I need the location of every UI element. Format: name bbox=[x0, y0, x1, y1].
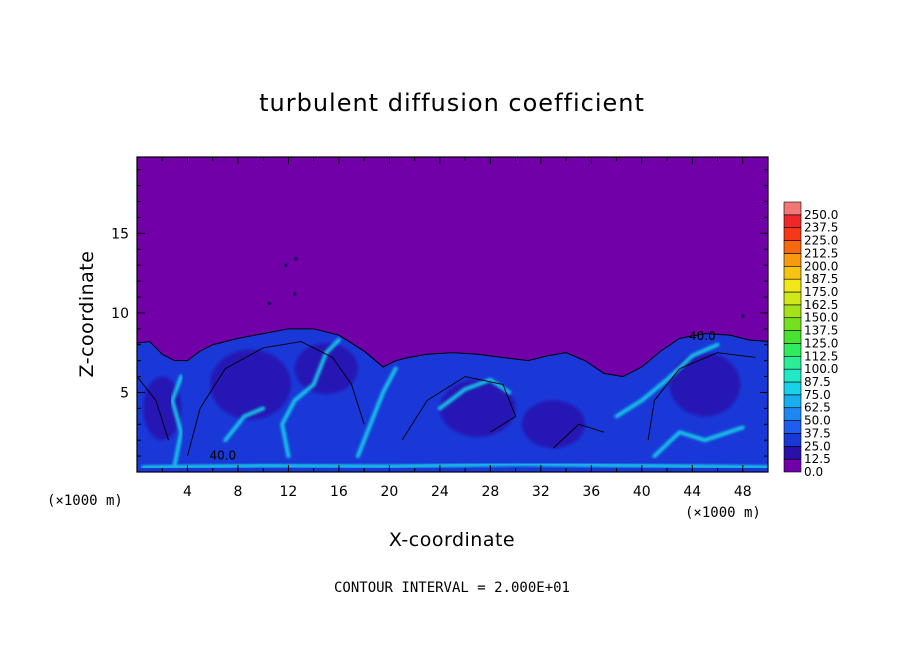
colorbar-label: 150.0 bbox=[804, 311, 838, 325]
colorbar-swatch bbox=[783, 214, 802, 229]
contour-line bbox=[647, 352, 756, 441]
contour-labels: 40.0 40.0 bbox=[209, 329, 715, 462]
colorbar-swatch bbox=[783, 265, 802, 280]
colorbar-label: 212.5 bbox=[804, 246, 838, 260]
low-region bbox=[210, 349, 291, 420]
cyan-streak bbox=[280, 337, 341, 459]
colorbar-swatch bbox=[783, 253, 802, 267]
field-shapes bbox=[137, 257, 768, 472]
colorbar-label: 225.0 bbox=[804, 234, 838, 248]
field-spot bbox=[284, 263, 288, 267]
plot-area: 40.0 40.0 bbox=[137, 157, 768, 472]
colorbar-swatch bbox=[783, 445, 802, 460]
colorbar-swatch bbox=[783, 291, 802, 306]
y-axis-label: Z-coordinate bbox=[76, 251, 98, 378]
colorbar-swatch bbox=[783, 227, 802, 241]
contour-line bbox=[137, 328, 768, 378]
contour-interval: CONTOUR INTERVAL = 2.000E+01 bbox=[334, 580, 570, 596]
field-spot bbox=[294, 257, 298, 261]
colorbar-swatch bbox=[783, 355, 802, 370]
y-tick-label: 5 bbox=[120, 385, 129, 401]
colorbar-swatch bbox=[783, 394, 802, 409]
colorbar-label: 200.0 bbox=[804, 259, 838, 273]
contour-line bbox=[187, 341, 365, 457]
colorbar-label: 12.5 bbox=[804, 452, 831, 466]
colorbar-label: 62.5 bbox=[804, 401, 831, 415]
x-unit-right: (×1000 m) bbox=[685, 505, 761, 521]
x-tick-label: 44 bbox=[683, 484, 701, 500]
cyan-streak bbox=[652, 425, 745, 459]
colorbar-label: 112.5 bbox=[804, 349, 838, 363]
cyan-streak bbox=[437, 377, 512, 411]
x-tick-label: 20 bbox=[380, 484, 398, 500]
colorbar-label: 137.5 bbox=[804, 324, 838, 338]
low-region bbox=[669, 352, 741, 417]
colorbar-label: 0.0 bbox=[804, 465, 823, 479]
contour-line bbox=[401, 376, 517, 441]
field-spot bbox=[292, 292, 297, 296]
colorbar-label: 100.0 bbox=[804, 362, 838, 376]
colorbar-swatch bbox=[783, 433, 802, 447]
x-tick-label: 36 bbox=[582, 484, 600, 500]
x-tick-label: 4 bbox=[183, 484, 192, 500]
colorbar-swatch bbox=[783, 458, 802, 473]
x-tick-label: 12 bbox=[280, 484, 298, 500]
contour-lines bbox=[137, 328, 768, 457]
cyan-streak bbox=[141, 462, 768, 470]
colorbar-label: 87.5 bbox=[804, 375, 831, 389]
cyan-streak bbox=[614, 342, 720, 419]
colorbar: 0.012.525.037.550.062.575.087.5100.0112.… bbox=[783, 201, 838, 479]
y-ticks: 5 10 15 bbox=[111, 169, 768, 457]
cyan-streak bbox=[355, 366, 398, 459]
colorbar-swatch bbox=[783, 240, 802, 254]
colorbar-label: 50.0 bbox=[804, 414, 831, 428]
colorbar-swatch bbox=[783, 343, 802, 357]
contour-label: 40.0 bbox=[209, 448, 236, 462]
colorbar-label: 237.5 bbox=[804, 221, 838, 235]
low-region bbox=[294, 343, 358, 395]
colorbar-swatch bbox=[783, 317, 802, 331]
colorbar-label: 25.0 bbox=[804, 439, 831, 453]
colorbar-swatch bbox=[783, 420, 802, 434]
plot-frame bbox=[136, 156, 769, 473]
colorbar-label: 162.5 bbox=[804, 298, 838, 312]
colorbar-label: 125.0 bbox=[804, 336, 838, 350]
colorbar-label: 175.0 bbox=[804, 285, 838, 299]
colorbar-label: 250.0 bbox=[804, 208, 838, 222]
x-axis-label: X-coordinate bbox=[389, 529, 515, 551]
chart-title: turbulent diffusion coefficient bbox=[259, 89, 645, 117]
x-tick-label: 16 bbox=[330, 484, 348, 500]
colorbar-swatch bbox=[783, 407, 802, 421]
cyan-streak bbox=[223, 406, 266, 443]
contour-line bbox=[137, 376, 169, 441]
x-tick-label: 40 bbox=[633, 484, 651, 500]
colorbar-swatch bbox=[783, 368, 802, 383]
colorbar-swatch bbox=[783, 330, 802, 344]
colorbar-swatch bbox=[783, 201, 802, 216]
colorbar-swatch bbox=[783, 304, 802, 319]
x-tick-label: 32 bbox=[532, 484, 550, 500]
cyan-streak bbox=[170, 374, 184, 467]
x-tick-label: 8 bbox=[233, 484, 242, 500]
y-tick-label: 10 bbox=[111, 306, 129, 322]
field-spot bbox=[740, 314, 745, 318]
low-region bbox=[521, 400, 586, 449]
colorbar-label: 187.5 bbox=[804, 272, 838, 286]
colorbar-swatch bbox=[783, 278, 802, 293]
contour-label: 40.0 bbox=[689, 329, 716, 343]
x-ticks: 4 8 12 16 20 24 28 32 36 40 44 48 bbox=[161, 157, 752, 500]
colorbar-label: 37.5 bbox=[804, 426, 831, 440]
colorbar-label: 75.0 bbox=[804, 388, 831, 402]
x-tick-label: 28 bbox=[481, 484, 499, 500]
contour-line bbox=[553, 423, 605, 449]
colorbar-swatch bbox=[783, 381, 802, 396]
x-tick-label: 24 bbox=[431, 484, 449, 500]
x-unit-left: (×1000 m) bbox=[47, 493, 123, 509]
low-region bbox=[143, 376, 182, 441]
field-spot bbox=[267, 301, 272, 306]
y-tick-label: 15 bbox=[111, 226, 129, 242]
x-tick-label: 48 bbox=[734, 484, 752, 500]
